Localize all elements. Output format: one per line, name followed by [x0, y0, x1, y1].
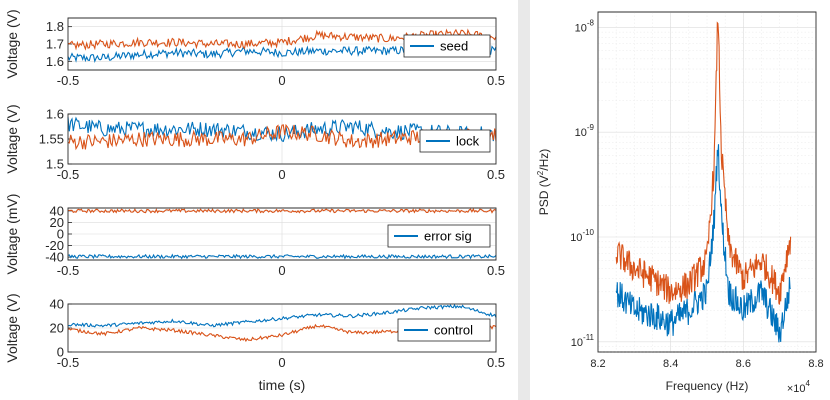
series-line-control [67, 303, 497, 328]
legend-label: error sig [424, 229, 472, 244]
y-tick-label: 1.5 [46, 157, 64, 172]
y-tick-label: 20 [50, 215, 64, 230]
legend: lock [419, 129, 491, 153]
series-line-orange [68, 208, 497, 214]
psd-x-tick-label: 8.2 [590, 358, 605, 370]
psd-x-tick-label: 8.6 [736, 358, 751, 370]
psd-x-axis-label: Frequency (Hz) [666, 379, 749, 393]
x-tick-label: 0 [278, 167, 285, 182]
y-axis-label: Voltage (mV) [4, 194, 20, 275]
x-tick-label: -0.5 [57, 263, 79, 278]
y-tick-label: 1.55 [39, 132, 64, 147]
legend: control [397, 318, 491, 342]
legend-box [403, 34, 491, 58]
x-tick-label: -0.5 [57, 355, 79, 370]
legend-label: seed [440, 39, 468, 54]
x-tick-label: 0.5 [487, 355, 505, 370]
x-tick-label: 0 [278, 73, 285, 88]
psd-y-axis-label: PSD (V2/Hz) [536, 149, 551, 215]
y-axis-label: Voltage (V) [4, 293, 20, 362]
psd-plot: 8.2 8.4 8.6 8.8 10-11 10-10 10-9 10-8 Frequency … [536, 11, 824, 395]
series-line-error-sig [67, 253, 497, 260]
x-axis-label: time (s) [259, 377, 306, 393]
time-series-panel-1: -0.5 0 0.5 1.6 1.7 1.8 seed Voltage (V) [4, 9, 505, 88]
x-tick-label: 0.5 [487, 263, 505, 278]
x-tick-label: 0 [278, 355, 285, 370]
time-series-panel-2: -0.5 0 0.5 1.5 1.55 1.6 lock Voltage (V) [4, 104, 505, 182]
y-tick-label: -20 [45, 238, 64, 253]
y-axis-label: Voltage (V) [4, 104, 20, 173]
y-tick-label: 1.8 [46, 19, 64, 34]
psd-x-tick-label: 8.4 [663, 358, 678, 370]
x-tick-label: 0.5 [487, 73, 505, 88]
psd-y-tick-label: 10-10 [570, 228, 594, 244]
y-axis-label: Voltage (V) [4, 9, 20, 78]
psd-y-tick-label: 10-8 [575, 18, 595, 34]
plot-area-border [67, 303, 497, 353]
psd-x-tick-label: 8.8 [808, 358, 823, 370]
psd-y-tick-label: 10-11 [571, 333, 595, 349]
y-tick-label: 40 [50, 297, 64, 312]
y-tick-label: 0 [57, 345, 64, 360]
y-tick-label: 0 [57, 227, 64, 242]
psd-series-line-blue [615, 144, 791, 343]
plot-area-border [67, 17, 497, 71]
psd-y-tick-label: 10-9 [575, 123, 595, 139]
legend-box [419, 129, 491, 153]
legend-label: lock [456, 134, 480, 149]
psd-plot-area-border [597, 11, 817, 353]
x-tick-label: -0.5 [57, 73, 79, 88]
y-tick-label: -40 [45, 250, 64, 265]
legend-label: control [434, 323, 473, 338]
y-tick-label: 40 [50, 203, 64, 218]
plot-area-border [67, 113, 497, 165]
legend-box [387, 224, 491, 248]
plot-area-border [67, 207, 497, 261]
psd-series-line-orange [615, 21, 792, 305]
y-tick-label: 1.6 [46, 107, 64, 122]
y-tick-label: 20 [50, 321, 64, 336]
legend-box [397, 318, 491, 342]
x-tick-label: -0.5 [57, 167, 79, 182]
y-tick-label: 1.7 [46, 37, 64, 52]
x-tick-label: 0.5 [487, 167, 505, 182]
x-tick-label: 0 [278, 263, 285, 278]
legend: seed [403, 34, 491, 58]
y-tick-label: 1.6 [46, 54, 64, 69]
legend: error sig [387, 224, 491, 248]
psd-x-multiplier: ×104 [787, 379, 811, 395]
